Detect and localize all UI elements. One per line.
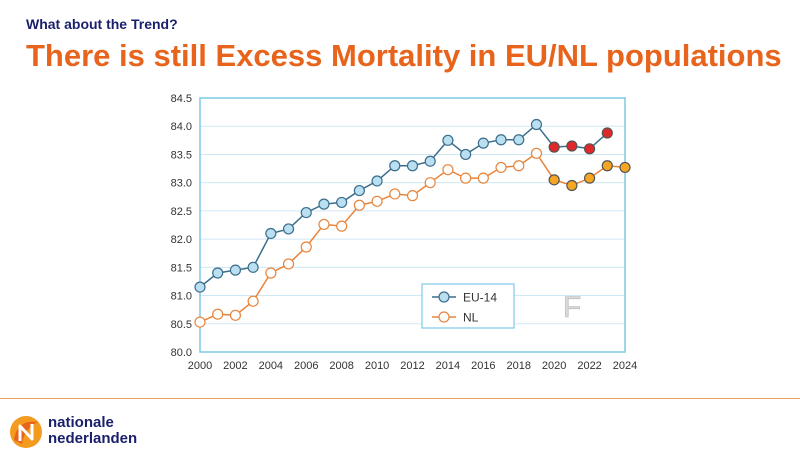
x-tick-label: 2006 xyxy=(294,360,318,372)
y-tick-label: 83.5 xyxy=(171,149,192,161)
x-axis-ticks: 2000 2002 2004 2006 2008 2010 2012 2014 2016 2018… xyxy=(188,360,637,372)
data-point-eu xyxy=(389,160,401,172)
y-tick-label: 84.0 xyxy=(171,121,192,133)
slide-kicker: What about the Trend? xyxy=(26,16,178,32)
data-point-eu xyxy=(583,143,596,155)
data-point-nl xyxy=(583,172,596,184)
data-point-eu xyxy=(566,140,578,152)
brand-wordmark: nationale nederlanden xyxy=(48,415,137,447)
data-point-eu xyxy=(229,264,242,276)
data-point-nl xyxy=(300,241,312,253)
data-point-nl xyxy=(389,188,401,200)
data-point-eu xyxy=(282,223,295,235)
brand-line-2: nederlanden xyxy=(48,430,138,447)
x-tick-label: 2012 xyxy=(400,360,424,372)
data-point-eu xyxy=(442,134,454,146)
series-group xyxy=(194,118,631,328)
data-point-eu xyxy=(371,175,383,187)
data-point-eu xyxy=(300,206,312,219)
data-point-nl xyxy=(212,308,224,320)
y-tick-label: 81.5 xyxy=(171,262,192,274)
data-point-eu xyxy=(477,137,489,149)
data-point-nl xyxy=(548,174,560,186)
data-point-nl xyxy=(265,267,277,279)
footer-divider xyxy=(0,398,800,399)
data-point-nl xyxy=(336,220,348,232)
data-point-eu xyxy=(353,184,365,197)
x-tick-label: 2010 xyxy=(365,360,389,372)
data-point-eu xyxy=(548,141,560,153)
data-point-eu xyxy=(513,134,525,146)
data-point-eu xyxy=(212,267,224,279)
y-tick-label: 81.0 xyxy=(171,291,192,303)
x-tick-label: 2022 xyxy=(577,360,601,372)
legend-nl-label: NL xyxy=(463,311,479,325)
x-tick-label: 2018 xyxy=(507,360,531,372)
plot-frame xyxy=(199,97,626,353)
y-axis-ticks: 80.0 80.5 81.0 81.5 82.0 82.5 83.0 83.5 84.0 84.5 xyxy=(171,93,192,359)
x-tick-label: 2002 xyxy=(223,360,247,372)
data-point-nl xyxy=(460,172,472,184)
data-point-nl xyxy=(442,164,454,176)
data-point-nl xyxy=(566,179,578,192)
data-point-eu xyxy=(318,198,330,210)
data-point-nl xyxy=(247,295,259,307)
slide-title: There is still Excess Mortality in EU/NL… xyxy=(26,38,782,73)
line-chart: 80.0 80.5 81.0 81.5 82.0 82.5 83.0 83.5 84.0 84.5… xyxy=(171,93,638,372)
data-point-nl xyxy=(318,218,330,231)
series-line-eu xyxy=(199,123,608,288)
data-point-eu xyxy=(460,148,472,161)
brand-logo: nationale nederlanden xyxy=(8,412,208,452)
data-point-eu xyxy=(424,155,436,167)
chart: 80.0 80.5 81.0 81.5 82.0 82.5 83.0 83.5 84.0 84.5… xyxy=(150,88,640,380)
x-tick-label: 2016 xyxy=(471,360,495,372)
legend-eu-label: EU-14 xyxy=(463,291,497,305)
watermark-letter: F xyxy=(563,291,581,324)
data-point-eu xyxy=(194,281,206,293)
y-tick-label: 82.0 xyxy=(171,234,192,246)
data-point-nl xyxy=(424,177,436,189)
data-point-eu xyxy=(406,160,419,172)
y-tick-label: 80.5 xyxy=(171,319,192,331)
data-point-nl xyxy=(282,258,295,270)
data-point-eu xyxy=(495,134,507,146)
y-tick-label: 82.5 xyxy=(171,206,192,218)
data-point-nl xyxy=(406,190,419,202)
data-point-nl xyxy=(495,161,507,174)
data-point-nl xyxy=(477,172,489,184)
legend: EU-14 NL xyxy=(421,283,515,329)
legend-nl-marker xyxy=(438,311,450,323)
data-point-nl xyxy=(194,316,206,328)
x-tick-label: 2004 xyxy=(259,360,283,372)
data-point-eu xyxy=(247,261,259,273)
data-point-nl xyxy=(619,161,631,174)
logo-mark-icon xyxy=(10,416,42,448)
grid-lines xyxy=(200,97,625,353)
data-point-eu xyxy=(336,196,348,209)
data-point-nl xyxy=(513,160,525,172)
y-tick-label: 80.0 xyxy=(171,347,192,359)
y-tick-label: 84.5 xyxy=(171,93,192,105)
legend-box xyxy=(421,283,515,329)
data-point-nl xyxy=(229,309,242,321)
data-point-nl xyxy=(530,147,543,159)
series-line-nl xyxy=(199,152,626,323)
data-point-nl xyxy=(353,199,365,211)
data-point-nl xyxy=(371,195,383,207)
x-tick-label: 2000 xyxy=(188,360,212,372)
data-point-eu xyxy=(601,127,613,139)
brand-line-1: nationale xyxy=(48,414,114,431)
data-point-eu xyxy=(265,227,277,240)
x-tick-label: 2008 xyxy=(329,360,353,372)
legend-eu-marker xyxy=(438,291,450,303)
x-tick-label: 2020 xyxy=(542,360,566,372)
data-point-eu xyxy=(530,118,543,131)
data-point-nl xyxy=(601,160,613,172)
x-tick-label: 2014 xyxy=(436,360,460,372)
y-tick-label: 83.0 xyxy=(171,178,192,190)
x-tick-label: 2024 xyxy=(613,360,637,372)
